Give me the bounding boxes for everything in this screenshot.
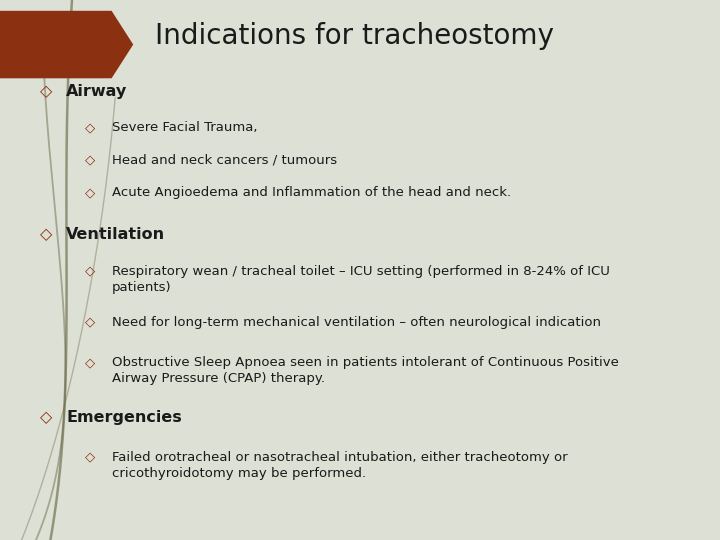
Text: ◇: ◇ [40,410,52,426]
Text: Failed orotracheal or nasotracheal intubation, either tracheotomy or
cricothyroi: Failed orotracheal or nasotracheal intub… [112,451,567,480]
Text: Severe Facial Trauma,: Severe Facial Trauma, [112,122,257,134]
Text: Respiratory wean / tracheal toilet – ICU setting (performed in 8-24% of ICU
pati: Respiratory wean / tracheal toilet – ICU… [112,265,609,294]
Polygon shape [0,11,133,78]
Text: ◇: ◇ [85,154,95,167]
Text: ◇: ◇ [85,265,95,278]
Text: Need for long-term mechanical ventilation – often neurological indication: Need for long-term mechanical ventilatio… [112,316,600,329]
Text: ◇: ◇ [85,122,95,134]
Text: Head and neck cancers / tumours: Head and neck cancers / tumours [112,154,337,167]
Text: Obstructive Sleep Apnoea seen in patients intolerant of Continuous Positive
Airw: Obstructive Sleep Apnoea seen in patient… [112,356,618,386]
Text: ◇: ◇ [85,316,95,329]
Text: Airway: Airway [66,84,127,99]
Text: ◇: ◇ [85,186,95,199]
Text: ◇: ◇ [40,84,52,99]
Text: Emergencies: Emergencies [66,410,182,426]
Text: Acute Angioedema and Inflammation of the head and neck.: Acute Angioedema and Inflammation of the… [112,186,510,199]
Text: Ventilation: Ventilation [66,227,166,242]
Text: ◇: ◇ [85,356,95,369]
Text: ◇: ◇ [85,451,95,464]
Text: ◇: ◇ [40,227,52,242]
Text: Indications for tracheostomy: Indications for tracheostomy [155,22,554,50]
